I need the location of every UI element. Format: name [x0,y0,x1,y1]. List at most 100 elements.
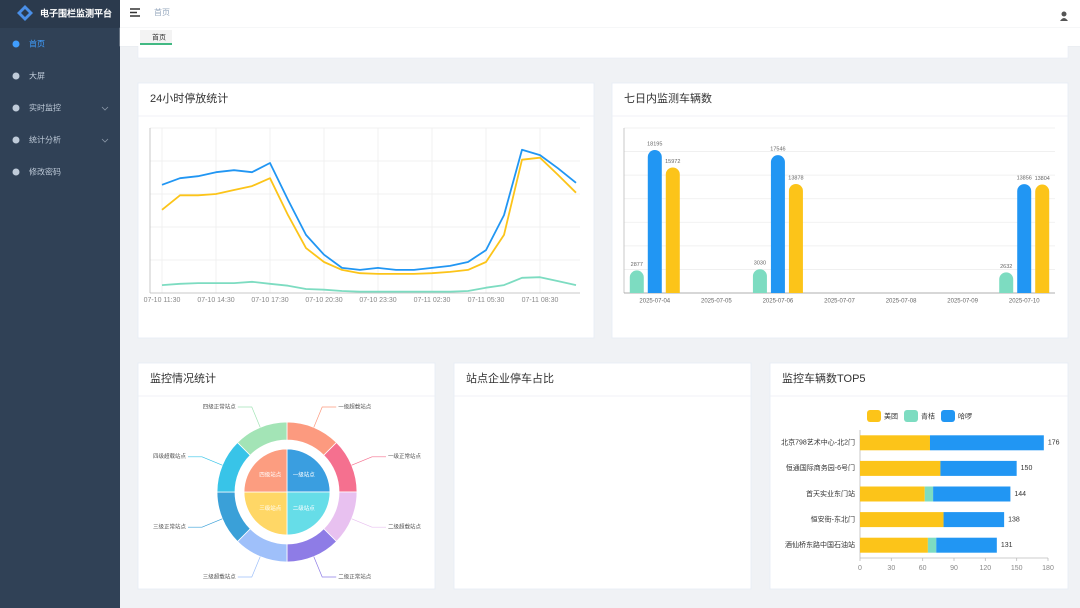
legend-swatch[interactable] [941,410,955,422]
y-tick-label: 北京798艺术中心-北2门 [781,438,855,447]
data-label: 3030 [754,261,766,267]
slice-label: 二级正常站点 [338,572,372,580]
menu-icon [12,40,20,48]
legend-label[interactable]: 哈啰 [958,411,972,420]
bar [665,167,680,293]
menu-item[interactable]: 统计分析 [29,135,61,145]
card-title: 七日内监测车辆数 [624,91,712,105]
menu-item[interactable]: 修改密码 [29,167,61,177]
card [769,362,1069,590]
leader-line [351,518,386,528]
pie-slice[interactable] [243,491,288,536]
menu-icon [12,104,20,112]
data-label: 18195 [647,141,662,147]
bar-segment [924,486,934,502]
menu-chevron [101,106,109,111]
x-tick-label: 60 [919,565,927,572]
x-tick-label: 120 [979,565,991,572]
card-title: 站点企业停车占比 [466,371,554,385]
x-tick-label: 2025-07-09 [947,299,978,305]
bar-segment [933,486,1011,502]
x-tick-label: 2025-07-05 [701,299,732,305]
x-tick-label: 07-11 08:30 [522,297,559,304]
total-label: 131 [1001,542,1013,549]
menu-item[interactable]: 实时监控 [29,103,61,113]
slice-label: 二级站点 [293,504,316,512]
legend-label[interactable]: 青桔 [921,411,935,420]
menu-icon [12,168,20,176]
user-icon-body [1060,18,1068,21]
card [453,362,752,590]
menu-chevron [101,138,109,143]
bar [629,270,644,293]
slice-label: 三级超载站点 [203,572,237,580]
data-label: 15972 [665,159,680,165]
x-tick-label: 07-10 23:30 [359,297,396,304]
y-tick-label: 首天实业东门站 [806,489,855,498]
leader-line [237,556,261,578]
cards: 24小时停放统计 07-10 11:30 07-10 14:30 07-10 17:3… [137,82,1069,590]
bar [647,150,662,293]
slice-label: 四级站点 [259,471,282,479]
user-icon[interactable] [1061,11,1067,17]
bar-segment [860,460,941,476]
pie-slice[interactable] [243,448,288,493]
tab-label[interactable]: 首页 [152,32,166,41]
line-series [161,156,577,275]
x-tick-label: 07-11 05:30 [468,297,505,304]
bar-segment [927,537,937,553]
bar-segment [943,512,1005,528]
total-label: 144 [1014,491,1026,498]
x-tick-label: 2025-07-06 [763,299,794,305]
leader-line [313,556,337,578]
bar [788,183,803,293]
x-tick-label: 2025-07-08 [886,299,917,305]
app-title: 电子围栏监测平台 [40,7,112,18]
card-title: 监控情况统计 [150,371,216,385]
sidebar [0,0,120,608]
menu-icon [12,72,20,80]
menu-item[interactable]: 大屏 [29,71,45,81]
slice-label: 一级超载站点 [338,402,372,410]
bar [770,155,785,293]
bar [1017,184,1032,293]
data-label: 17546 [770,147,785,153]
tab-bg [140,30,172,43]
breadcrumb[interactable]: 首页 [154,7,170,17]
menu-item[interactable]: 首页 [29,39,45,49]
hamburger[interactable] [130,8,140,17]
y-tick-label: 酒仙桥东路中国石油站 [785,540,855,549]
bar-segment [860,537,928,553]
x-tick-label: 07-10 14:30 [197,297,234,304]
pie-slice[interactable] [286,491,331,536]
x-tick-label: 2025-07-10 [1009,299,1040,305]
x-tick-label: 150 [1011,565,1023,572]
card-title: 监控车辆数TOP5 [782,371,866,385]
navbar [120,0,1080,28]
legend-label[interactable]: 美团 [884,411,898,420]
slice-label: 三级正常站点 [153,523,187,531]
legend-swatch[interactable] [867,410,881,422]
y-tick-label: 恒安街-东北门 [811,514,855,523]
pie-slice[interactable] [286,448,331,493]
leader-line [351,456,386,466]
x-tick-label: 180 [1042,565,1054,572]
bar-segment [940,460,1017,476]
pie-slice[interactable] [236,421,288,456]
bar [999,272,1014,293]
data-label: 13856 [1017,176,1032,182]
slice-label: 一级站点 [293,471,316,479]
line-series [161,148,577,271]
slice-label: 四级超载站点 [153,452,187,460]
legend-swatch[interactable] [904,410,918,422]
slice-label: 三级站点 [259,504,282,512]
total-label: 150 [1021,465,1033,472]
card [611,82,1069,339]
data-label: 2877 [631,262,643,268]
bar-segment [936,537,997,553]
total-label: 176 [1048,440,1060,447]
data-label: 13878 [788,175,803,181]
